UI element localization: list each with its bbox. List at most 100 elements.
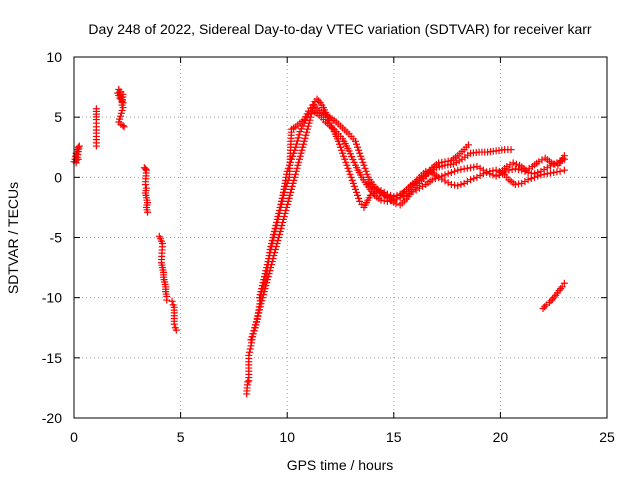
data-point bbox=[543, 164, 551, 172]
data-point bbox=[492, 172, 500, 180]
grid-lines bbox=[74, 57, 607, 418]
data-point bbox=[560, 279, 568, 287]
data-point bbox=[467, 164, 475, 172]
series-arc-12 bbox=[539, 279, 568, 312]
data-point bbox=[508, 166, 516, 174]
data-point bbox=[299, 140, 307, 148]
data-point bbox=[278, 200, 286, 208]
series-arc-2 bbox=[92, 105, 100, 150]
data-point bbox=[246, 345, 254, 353]
x-tick-label: 15 bbox=[386, 429, 402, 445]
data-point bbox=[283, 179, 291, 187]
data-point bbox=[339, 149, 347, 157]
data-point bbox=[451, 167, 459, 175]
data-point bbox=[284, 176, 292, 184]
data-point bbox=[352, 140, 360, 148]
data-point bbox=[267, 246, 275, 254]
data-point bbox=[476, 172, 484, 180]
data-point bbox=[454, 182, 462, 190]
data-point bbox=[283, 203, 291, 211]
data-point bbox=[473, 163, 481, 171]
data-point bbox=[276, 206, 284, 214]
data-point bbox=[467, 176, 475, 184]
data-point bbox=[354, 191, 362, 199]
data-point bbox=[244, 378, 252, 386]
y-tick-label: -20 bbox=[42, 410, 62, 426]
data-point bbox=[352, 188, 360, 196]
data-point bbox=[527, 175, 535, 183]
data-point bbox=[550, 169, 558, 177]
data-point bbox=[422, 167, 430, 175]
data-point bbox=[301, 134, 309, 142]
data-point bbox=[260, 276, 268, 284]
data-point bbox=[273, 221, 281, 229]
data-point bbox=[518, 179, 526, 187]
data-point bbox=[396, 190, 404, 198]
data-point bbox=[303, 128, 311, 136]
data-point bbox=[248, 333, 256, 341]
series-arc-8 bbox=[247, 107, 568, 344]
data-point bbox=[363, 170, 371, 178]
data-point bbox=[246, 348, 254, 356]
data-point bbox=[250, 327, 258, 335]
data-point bbox=[299, 143, 307, 151]
data-point bbox=[338, 146, 346, 154]
data-point bbox=[273, 218, 281, 226]
data-point bbox=[387, 191, 395, 199]
data-point bbox=[262, 267, 270, 275]
data-point bbox=[464, 141, 472, 149]
data-point bbox=[351, 137, 359, 145]
y-tick-label: 5 bbox=[54, 109, 62, 125]
data-point bbox=[539, 304, 547, 312]
data-point bbox=[444, 157, 452, 165]
x-tick-label: 5 bbox=[177, 429, 185, 445]
chart-title: Day 248 of 2022, Sidereal Day-to-day VTE… bbox=[88, 21, 591, 37]
y-axis-label: SDTVAR / TECUs bbox=[5, 182, 21, 294]
data-point bbox=[486, 167, 494, 175]
data-point bbox=[295, 158, 303, 166]
data-point bbox=[289, 179, 297, 187]
x-tick-label: 0 bbox=[70, 429, 78, 445]
data-point bbox=[294, 161, 302, 169]
data-point bbox=[265, 252, 273, 260]
data-points bbox=[70, 85, 568, 398]
data-point bbox=[473, 173, 481, 181]
series-arc-3 bbox=[114, 85, 128, 131]
data-point bbox=[354, 143, 362, 151]
data-point bbox=[346, 170, 354, 178]
data-point bbox=[556, 167, 564, 175]
data-point bbox=[444, 179, 452, 187]
y-tick-label: -15 bbox=[42, 350, 62, 366]
data-point bbox=[292, 167, 300, 175]
data-point bbox=[285, 194, 293, 202]
data-point bbox=[511, 165, 519, 173]
data-point bbox=[297, 149, 305, 157]
data-point bbox=[268, 243, 276, 251]
data-point bbox=[303, 125, 311, 133]
data-point bbox=[560, 166, 568, 174]
data-point bbox=[361, 164, 369, 172]
series-arc-11 bbox=[496, 152, 568, 177]
data-point bbox=[534, 172, 542, 180]
data-point bbox=[275, 209, 283, 217]
data-point bbox=[380, 197, 388, 205]
data-point bbox=[286, 191, 294, 199]
data-point bbox=[495, 167, 503, 175]
data-point bbox=[170, 320, 178, 328]
data-point bbox=[541, 303, 549, 311]
data-point bbox=[548, 159, 556, 167]
data-point bbox=[557, 285, 565, 293]
data-point bbox=[447, 181, 455, 189]
data-point bbox=[356, 149, 364, 157]
data-point bbox=[425, 168, 433, 176]
data-point bbox=[271, 227, 279, 235]
axis-ticks: 0 5 10 15 20 25 -20 -15 -10 -5 0 5 10 bbox=[42, 49, 615, 445]
data-point bbox=[515, 180, 523, 188]
data-point bbox=[479, 170, 487, 178]
data-point bbox=[296, 152, 304, 160]
data-point bbox=[277, 203, 285, 211]
data-point bbox=[392, 200, 400, 208]
data-point bbox=[258, 282, 266, 290]
data-point bbox=[399, 189, 407, 197]
data-point bbox=[441, 177, 449, 185]
